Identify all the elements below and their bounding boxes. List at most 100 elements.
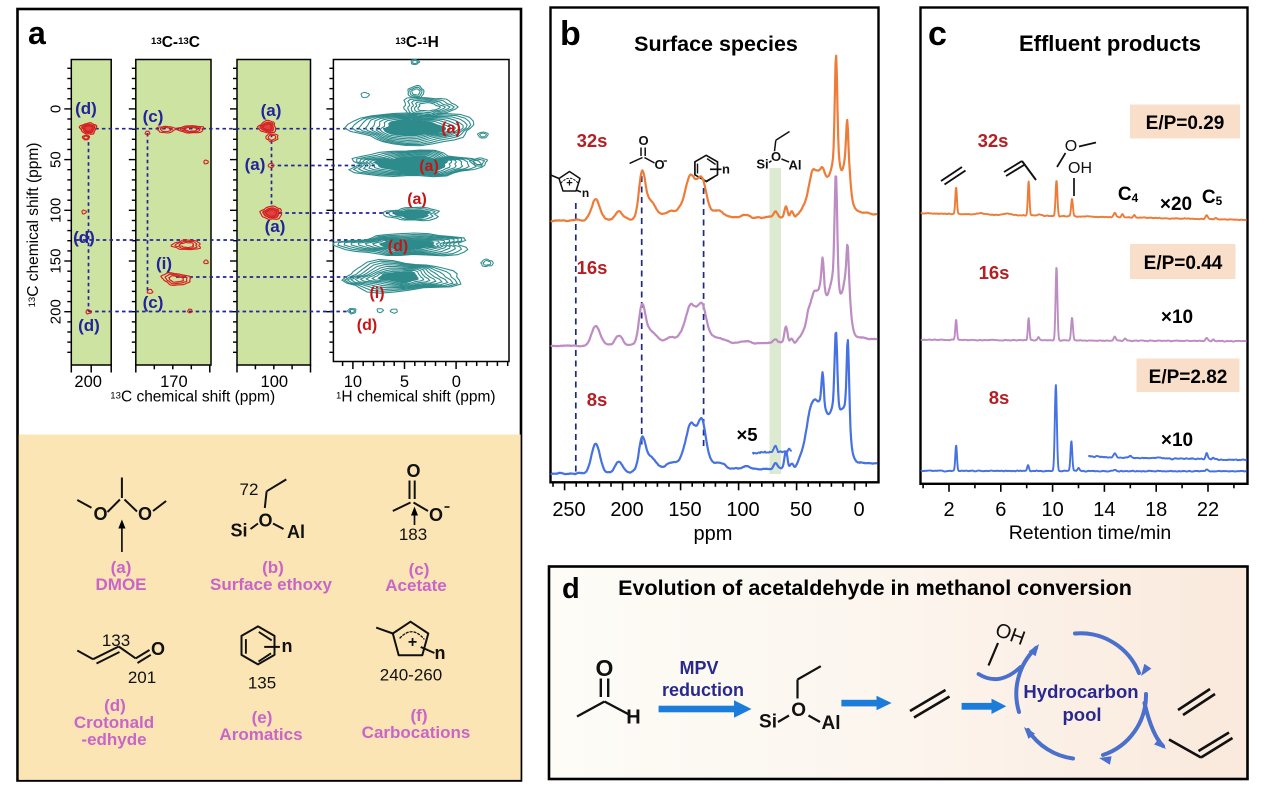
svg-text:a: a <box>28 15 46 51</box>
svg-text:C5: C5 <box>1202 187 1223 208</box>
svg-text:(i): (i) <box>369 285 384 302</box>
svg-text:1H chemical shift (ppm): 1H chemical shift (ppm) <box>336 389 496 406</box>
svg-text:170: 170 <box>160 373 188 391</box>
svg-text:133: 133 <box>102 631 130 650</box>
svg-text:2: 2 <box>943 499 954 521</box>
svg-text:(c): (c) <box>143 107 164 126</box>
svg-text:250: 250 <box>552 499 585 521</box>
svg-text:O: O <box>654 157 664 172</box>
svg-text:(d): (d) <box>357 317 377 334</box>
svg-text:201: 201 <box>128 668 156 687</box>
svg-text:(e): (e) <box>252 708 273 727</box>
svg-text:×5: ×5 <box>736 424 757 445</box>
svg-text:Si: Si <box>756 157 768 172</box>
svg-text:150: 150 <box>48 248 65 273</box>
svg-text:(c): (c) <box>409 560 430 579</box>
svg-text:32s: 32s <box>577 130 608 151</box>
svg-text:(i): (i) <box>156 254 172 273</box>
svg-text:C4: C4 <box>1118 184 1139 205</box>
svg-text:Effluent products: Effluent products <box>1019 31 1201 56</box>
svg-text:0: 0 <box>452 373 461 391</box>
svg-text:8s: 8s <box>989 387 1010 408</box>
svg-text:c: c <box>928 15 947 53</box>
svg-text:OH: OH <box>1068 160 1092 177</box>
svg-text:(d): (d) <box>104 696 126 715</box>
svg-text:Si: Si <box>759 712 777 733</box>
svg-text:O: O <box>151 639 165 659</box>
svg-text:(d): (d) <box>73 228 95 247</box>
svg-text:E/P=0.44: E/P=0.44 <box>1144 253 1223 274</box>
svg-text:ppm: ppm <box>694 523 733 545</box>
svg-text:13C-1H: 13C-1H <box>395 34 439 51</box>
svg-text:0: 0 <box>853 499 864 521</box>
svg-text:50: 50 <box>790 499 812 521</box>
svg-text:(a): (a) <box>245 155 266 174</box>
svg-text:O: O <box>596 655 614 681</box>
svg-text:n: n <box>435 643 446 663</box>
svg-text:16s: 16s <box>577 257 608 278</box>
svg-text:pool: pool <box>1062 704 1101 725</box>
svg-text:E/P=2.82: E/P=2.82 <box>1149 367 1228 388</box>
svg-text:DMOE: DMOE <box>96 575 147 594</box>
svg-text:100: 100 <box>726 499 759 521</box>
svg-text:Al: Al <box>822 713 841 734</box>
svg-text:240-260: 240-260 <box>380 666 442 685</box>
svg-text:Acetate: Acetate <box>385 576 446 595</box>
svg-text:(f): (f) <box>411 706 428 725</box>
svg-text:8s: 8s <box>587 389 608 410</box>
svg-text:32s: 32s <box>978 130 1009 151</box>
svg-text:14: 14 <box>1093 499 1115 521</box>
svg-text:×10: ×10 <box>1161 307 1193 328</box>
svg-text:×20: ×20 <box>1160 194 1192 215</box>
svg-text:n: n <box>722 162 730 177</box>
svg-text:200: 200 <box>610 499 643 521</box>
svg-text:100: 100 <box>48 198 65 223</box>
svg-text:Al: Al <box>789 157 802 172</box>
svg-text:O: O <box>1065 138 1077 155</box>
svg-text:×10: ×10 <box>1161 430 1193 451</box>
svg-text:10: 10 <box>1041 499 1063 521</box>
svg-text:reduction: reduction <box>662 680 744 700</box>
svg-text:H: H <box>626 707 640 729</box>
svg-text:0: 0 <box>48 105 65 113</box>
svg-text:135: 135 <box>248 674 276 693</box>
svg-text:O: O <box>771 149 781 164</box>
svg-text:-edhyde: -edhyde <box>81 730 146 749</box>
svg-text:n: n <box>582 186 589 200</box>
svg-text:13C chemical shift (ppm): 13C chemical shift (ppm) <box>25 143 42 308</box>
svg-text:+: + <box>566 178 572 190</box>
svg-text:(a): (a) <box>111 558 132 577</box>
svg-text:O: O <box>138 504 152 524</box>
svg-text:O: O <box>638 133 648 148</box>
svg-text:(a): (a) <box>441 120 461 137</box>
svg-text:E/P=0.29: E/P=0.29 <box>1146 113 1225 134</box>
svg-text:O: O <box>93 504 107 524</box>
svg-text:Surface species: Surface species <box>634 32 798 56</box>
svg-text:O: O <box>791 700 806 721</box>
svg-text:10: 10 <box>344 373 362 391</box>
svg-text:Carbocations: Carbocations <box>362 723 471 742</box>
svg-text:(a): (a) <box>265 217 286 236</box>
svg-text:72: 72 <box>240 480 259 499</box>
svg-text:d: d <box>562 573 580 605</box>
svg-text:+: + <box>408 634 417 651</box>
svg-text:13C-13C: 13C-13C <box>151 34 200 51</box>
svg-text:Crotonald: Crotonald <box>74 713 154 732</box>
svg-text:(a): (a) <box>419 158 439 175</box>
svg-text:n: n <box>282 636 293 656</box>
svg-text:16s: 16s <box>979 262 1010 283</box>
svg-text:Hydrocarbon: Hydrocarbon <box>1023 681 1138 702</box>
svg-text:(a): (a) <box>407 191 427 208</box>
svg-text:Evolution of acetaldehyde in m: Evolution of acetaldehyde in methanol co… <box>618 576 1132 600</box>
svg-text:150: 150 <box>668 499 701 521</box>
svg-text:O: O <box>258 511 272 531</box>
svg-text:(a): (a) <box>261 101 282 120</box>
svg-text:Aromatics: Aromatics <box>219 725 302 744</box>
svg-text:6: 6 <box>995 499 1006 521</box>
svg-text:O: O <box>429 505 443 525</box>
svg-text:(c): (c) <box>143 293 164 312</box>
svg-text:(b): (b) <box>262 558 284 577</box>
svg-text:200: 200 <box>74 373 102 391</box>
svg-text:100: 100 <box>261 373 289 391</box>
svg-text:Al: Al <box>287 522 305 542</box>
